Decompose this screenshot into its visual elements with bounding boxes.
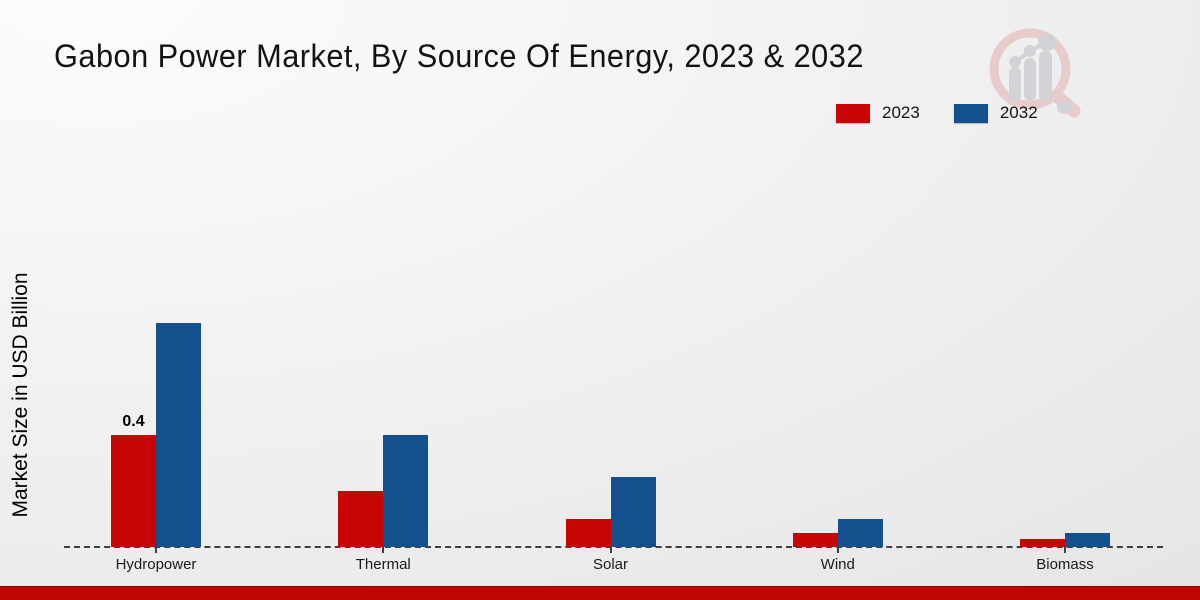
legend-item-2023: 2023 xyxy=(836,103,920,123)
legend-item-2032: 2032 xyxy=(953,103,1038,123)
x-tick-wind xyxy=(836,547,839,553)
x-tick-biomass xyxy=(1064,547,1066,553)
x-category-label-hydropower: Hydropower xyxy=(115,556,197,573)
market-research-magnifier-logo xyxy=(989,28,1081,118)
legend-label-2023: 2023 xyxy=(882,103,920,122)
bar-2032-hydropower xyxy=(156,323,201,547)
bar-2023-wind xyxy=(792,533,838,547)
bar-2032-thermal xyxy=(383,435,429,547)
chart-title: Gabon Power Market, By Source Of Energy,… xyxy=(54,38,864,74)
bar-2023-biomass xyxy=(1020,539,1065,547)
x-category-label-biomass: Biomass xyxy=(1036,556,1094,573)
legend-swatch-2032 xyxy=(953,103,988,123)
x-tick-hydropower xyxy=(155,547,157,553)
bar-2023-hydropower xyxy=(111,435,156,547)
logo-trend-line xyxy=(1013,40,1048,64)
bar-2032-wind xyxy=(837,519,883,547)
legend-label-2032: 2032 xyxy=(999,103,1038,122)
x-category-label-thermal: Thermal xyxy=(355,556,411,573)
bar-value-label-hydropower: 0.4 xyxy=(122,413,145,430)
legend: 2023 2032 xyxy=(836,103,1038,123)
legend-swatch-2023 xyxy=(836,103,870,123)
logo-magnifier-ring xyxy=(989,28,1071,110)
bar-2032-biomass xyxy=(1065,533,1110,547)
bar-2023-solar xyxy=(565,519,611,547)
x-category-label-solar: Solar xyxy=(592,556,629,573)
x-category-label-wind: Wind xyxy=(820,556,855,573)
x-axis-baseline xyxy=(64,546,1163,548)
bar-2023-thermal xyxy=(338,491,384,547)
footer-accent-band xyxy=(0,586,1200,600)
x-tick-thermal xyxy=(382,547,385,553)
x-tick-solar xyxy=(609,547,612,553)
bar-2032-solar xyxy=(610,477,656,547)
